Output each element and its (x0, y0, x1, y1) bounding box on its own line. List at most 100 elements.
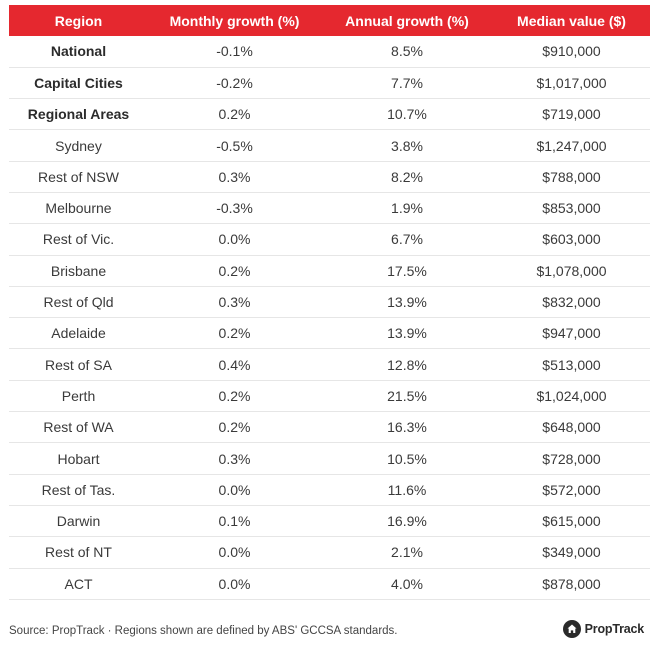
table-row: Brisbane 0.2% 17.5% $1,078,000 (9, 255, 650, 287)
table-row: Rest of NSW 0.3% 8.2% $788,000 (9, 161, 650, 193)
cell-annual-growth: 13.9% (321, 317, 493, 350)
cell-region: Sydney (9, 129, 148, 162)
table-row: Rest of SA 0.4% 12.8% $513,000 (9, 348, 650, 381)
cell-region: Rest of SA (9, 348, 148, 381)
header-annual-growth: Annual growth (%) (345, 12, 469, 29)
proptrack-logo: PropTrack (562, 620, 645, 638)
cell-median-value: $910,000 (493, 36, 650, 68)
cell-monthly-growth: -0.2% (148, 67, 321, 100)
header-region: Region (54, 12, 103, 29)
cell-annual-growth: 4.0% (321, 568, 493, 600)
cell-annual-growth: 21.5% (321, 380, 493, 413)
source-note: Source: PropTrack · Regions shown are de… (9, 625, 398, 637)
cell-monthly-growth: 0.0% (148, 568, 321, 600)
cell-annual-growth: 11.6% (321, 474, 493, 506)
cell-median-value: $572,000 (493, 474, 650, 506)
cell-median-value: $832,000 (493, 286, 650, 319)
cell-annual-growth: 16.9% (321, 505, 493, 538)
cell-median-value: $1,024,000 (493, 380, 650, 413)
cell-median-value: $719,000 (493, 98, 650, 131)
cell-monthly-growth: 0.2% (148, 317, 321, 350)
table-row: Rest of WA 0.2% 16.3% $648,000 (9, 411, 650, 444)
cell-region: Hobart (9, 442, 148, 475)
table-row: Melbourne -0.3% 1.9% $853,000 (9, 192, 650, 225)
cell-median-value: $648,000 (493, 411, 650, 444)
cell-region: Rest of NSW (9, 161, 148, 193)
cell-median-value: $878,000 (493, 568, 650, 600)
cell-annual-growth: 3.8% (321, 129, 493, 162)
house-icon (562, 620, 581, 638)
cell-annual-growth: 12.8% (321, 348, 493, 381)
cell-annual-growth: 17.5% (321, 255, 493, 287)
cell-monthly-growth: -0.5% (148, 129, 321, 162)
cell-region: Melbourne (9, 192, 148, 225)
cell-median-value: $513,000 (493, 348, 650, 381)
table-row: Hobart 0.3% 10.5% $728,000 (9, 442, 650, 475)
table-row: Rest of Tas. 0.0% 11.6% $572,000 (9, 474, 650, 506)
header-row: Region Monthly growth (%) Annual growth … (9, 5, 650, 36)
cell-annual-growth: 1.9% (321, 192, 493, 225)
cell-monthly-growth: 0.2% (148, 380, 321, 413)
cell-monthly-growth: 0.3% (148, 442, 321, 475)
table-row: Capital Cities -0.2% 7.7% $1,017,000 (9, 67, 650, 100)
cell-monthly-growth: 0.3% (148, 161, 321, 193)
cell-median-value: $1,017,000 (493, 67, 650, 100)
table-row: Rest of Qld 0.3% 13.9% $832,000 (9, 286, 650, 319)
table-row: Sydney -0.5% 3.8% $1,247,000 (9, 129, 650, 162)
table-row: ACT 0.0% 4.0% $878,000 (9, 568, 650, 600)
cell-median-value: $349,000 (493, 536, 650, 569)
cell-median-value: $728,000 (493, 442, 650, 475)
table-row: Darwin 0.1% 16.9% $615,000 (9, 505, 650, 538)
cell-region: ACT (9, 568, 148, 600)
cell-region: Regional Areas (9, 98, 148, 131)
cell-median-value: $947,000 (493, 317, 650, 350)
cell-monthly-growth: 0.0% (148, 223, 321, 256)
logo-text: PropTrack (584, 622, 645, 636)
table-row: Adelaide 0.2% 13.9% $947,000 (9, 317, 650, 350)
table-row: Perth 0.2% 21.5% $1,024,000 (9, 380, 650, 413)
cell-region: Rest of NT (9, 536, 148, 569)
cell-annual-growth: 16.3% (321, 411, 493, 444)
cell-region: Darwin (9, 505, 148, 538)
cell-region: Rest of Qld (9, 286, 148, 319)
cell-monthly-growth: 0.2% (148, 98, 321, 131)
cell-annual-growth: 10.5% (321, 442, 493, 475)
table-row: Rest of Vic. 0.0% 6.7% $603,000 (9, 223, 650, 256)
cell-median-value: $1,247,000 (493, 129, 650, 162)
cell-median-value: $788,000 (493, 161, 650, 193)
median-value-table: Region Monthly growth (%) Annual growth … (9, 5, 650, 600)
cell-monthly-growth: 0.2% (148, 255, 321, 287)
cell-median-value: $1,078,000 (493, 255, 650, 287)
header-monthly-growth: Monthly growth (%) (169, 12, 300, 29)
cell-median-value: $615,000 (493, 505, 650, 538)
cell-annual-growth: 8.2% (321, 161, 493, 193)
cell-region: Brisbane (9, 255, 148, 287)
header-median-value: Median value ($) (517, 12, 626, 29)
cell-region: Perth (9, 380, 148, 413)
cell-annual-growth: 10.7% (321, 98, 493, 131)
cell-monthly-growth: 0.4% (148, 348, 321, 381)
cell-monthly-growth: -0.1% (148, 36, 321, 68)
cell-region: Adelaide (9, 317, 148, 350)
cell-monthly-growth: 0.2% (148, 411, 321, 444)
cell-monthly-growth: -0.3% (148, 192, 321, 225)
cell-median-value: $853,000 (493, 192, 650, 225)
cell-annual-growth: 7.7% (321, 67, 493, 100)
table-row: Regional Areas 0.2% 10.7% $719,000 (9, 98, 650, 131)
cell-annual-growth: 8.5% (321, 36, 493, 68)
table-body: National -0.1% 8.5% $910,000 Capital Cities -… (9, 36, 650, 600)
cell-region: Capital Cities (9, 67, 148, 100)
data-table: Region Monthly growth (%) Annual growth … (9, 5, 650, 600)
cell-region: Rest of WA (9, 411, 148, 444)
cell-region: Rest of Tas. (9, 474, 148, 506)
cell-monthly-growth: 0.0% (148, 474, 321, 506)
table-header: Region Monthly growth (%) Annual growth … (9, 5, 650, 36)
cell-annual-growth: 2.1% (321, 536, 493, 569)
cell-annual-growth: 13.9% (321, 286, 493, 319)
cell-region: Rest of Vic. (9, 223, 148, 256)
cell-monthly-growth: 0.0% (148, 536, 321, 569)
cell-annual-growth: 6.7% (321, 223, 493, 256)
cell-region: National (9, 36, 148, 68)
cell-monthly-growth: 0.3% (148, 286, 321, 319)
cell-monthly-growth: 0.1% (148, 505, 321, 538)
